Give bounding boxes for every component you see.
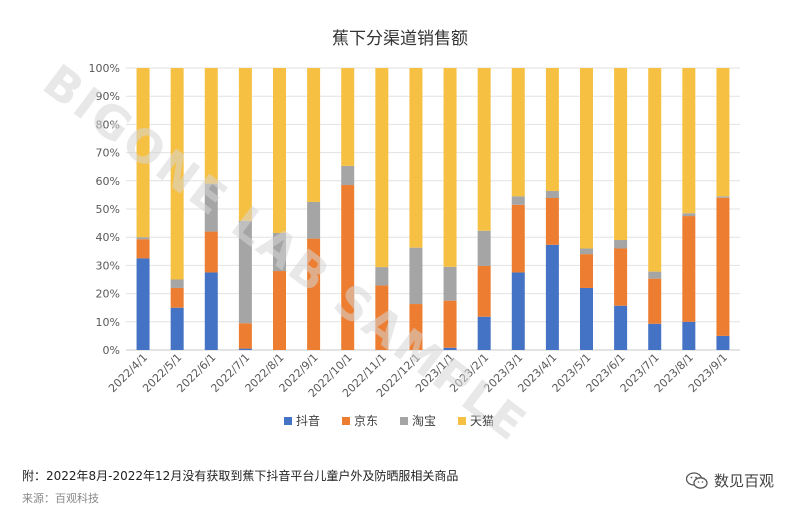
bar-segment <box>375 267 389 286</box>
bar-segment <box>443 266 457 301</box>
bar-segment <box>238 68 252 221</box>
legend-swatch <box>400 417 408 425</box>
chart-title: 蕉下分渠道销售额 <box>332 29 468 49</box>
y-axis-ticks: 0% 10% 20% 30% 40% 50% 60% 70% 80% 90% 100% <box>89 62 120 357</box>
bar-segment <box>238 220 252 324</box>
y-tick-label: 40% <box>96 231 120 244</box>
bar-segment <box>477 316 491 350</box>
bar-segment <box>511 68 525 197</box>
bar-segment <box>614 240 628 249</box>
grid-lines <box>126 67 740 351</box>
bar-segment <box>273 271 286 350</box>
bar-segment <box>648 278 662 324</box>
bars <box>136 68 730 350</box>
bar-segment <box>238 323 252 349</box>
bar-segment <box>409 68 423 248</box>
bar-segment <box>341 165 355 186</box>
legend-label: 淘宝 <box>412 414 436 428</box>
bar-segment <box>136 258 150 350</box>
bar-segment <box>648 68 662 272</box>
wechat-icon <box>685 471 708 489</box>
legend-swatch <box>342 417 350 425</box>
chart: 蕉下分渠道销售额 0% 10% 20% 30% 40% 50% 60% 70% 80% 90% 10… <box>33 29 740 452</box>
bar-segment <box>477 265 491 317</box>
bar-segment <box>204 183 218 232</box>
bar-segment <box>716 68 730 197</box>
bar-segment <box>443 68 457 267</box>
bar-segment <box>409 304 423 350</box>
bar-segment <box>477 230 491 266</box>
bar-segment <box>170 287 184 308</box>
bar-segment <box>614 305 628 350</box>
legend-label: 抖音 <box>296 413 320 428</box>
bar-segment <box>716 197 730 336</box>
bar-segment <box>614 68 628 241</box>
legend-label: 天猫 <box>470 414 494 428</box>
bar-segment <box>409 247 423 305</box>
bar-segment <box>648 271 662 279</box>
bar-segment <box>307 68 321 202</box>
bar-segment <box>170 279 184 288</box>
bar-segment <box>273 232 286 272</box>
legend: 抖音 京东 淘宝 天猫 <box>284 413 494 428</box>
bar-segment <box>545 190 559 199</box>
source-note: 来源：百观科技 <box>22 492 99 505</box>
bar-segment <box>443 347 457 350</box>
bar-segment <box>682 213 696 217</box>
bar-segment <box>511 196 525 205</box>
bar-segment <box>682 321 696 350</box>
y-tick-label: 10% <box>96 316 120 329</box>
brand: 数见百观 <box>685 470 774 491</box>
y-tick-label: 80% <box>96 118 120 131</box>
bar-segment <box>716 335 730 350</box>
bar-segment <box>375 285 389 350</box>
bar-segment <box>545 68 559 191</box>
bar-segment <box>136 237 150 240</box>
bar-segment <box>307 201 321 239</box>
bar-segment <box>511 272 525 350</box>
bar-segment <box>682 68 696 214</box>
bar-segment <box>580 68 593 249</box>
bar-segment <box>204 231 218 273</box>
footnote: 附：2022年8月-2022年12月没有获取到蕉下抖音平台儿童户外及防晒服相关商… <box>22 469 459 483</box>
legend-label: 京东 <box>354 414 378 428</box>
brand-name: 数见百观 <box>713 472 774 490</box>
bar-segment <box>273 68 286 233</box>
bar-segment <box>580 248 593 255</box>
y-tick-label: 70% <box>96 147 120 160</box>
bar-segment <box>716 196 730 198</box>
bar-segment <box>580 287 593 350</box>
bar-segment <box>341 68 355 166</box>
y-tick-label: 30% <box>96 259 120 272</box>
bar-segment <box>307 238 321 350</box>
bar-segment <box>204 68 218 184</box>
legend-swatch <box>458 417 466 425</box>
bar-segment <box>477 68 491 231</box>
y-tick-label: 0% <box>103 344 120 357</box>
y-tick-label: 100% <box>89 62 120 75</box>
bar-segment <box>238 348 252 350</box>
bar-segment <box>545 198 559 245</box>
bar-segment <box>136 239 150 259</box>
bar-segment <box>545 244 559 350</box>
y-tick-label: 20% <box>96 288 120 301</box>
bar-segment <box>136 68 150 238</box>
bar-segment <box>443 300 457 348</box>
bar-segment <box>204 272 218 350</box>
bar-segment <box>648 323 662 350</box>
bar-segment <box>580 254 593 288</box>
bar-segment <box>614 248 628 306</box>
bar-segment <box>682 216 696 322</box>
y-tick-label: 50% <box>96 203 120 216</box>
bar-segment <box>511 204 525 273</box>
legend-swatch <box>284 417 292 425</box>
y-tick-label: 90% <box>96 90 120 103</box>
bar-segment <box>341 185 355 350</box>
bar-segment <box>170 307 184 350</box>
y-tick-label: 60% <box>96 175 120 188</box>
bar-segment <box>375 68 389 268</box>
bar-segment <box>170 68 184 280</box>
